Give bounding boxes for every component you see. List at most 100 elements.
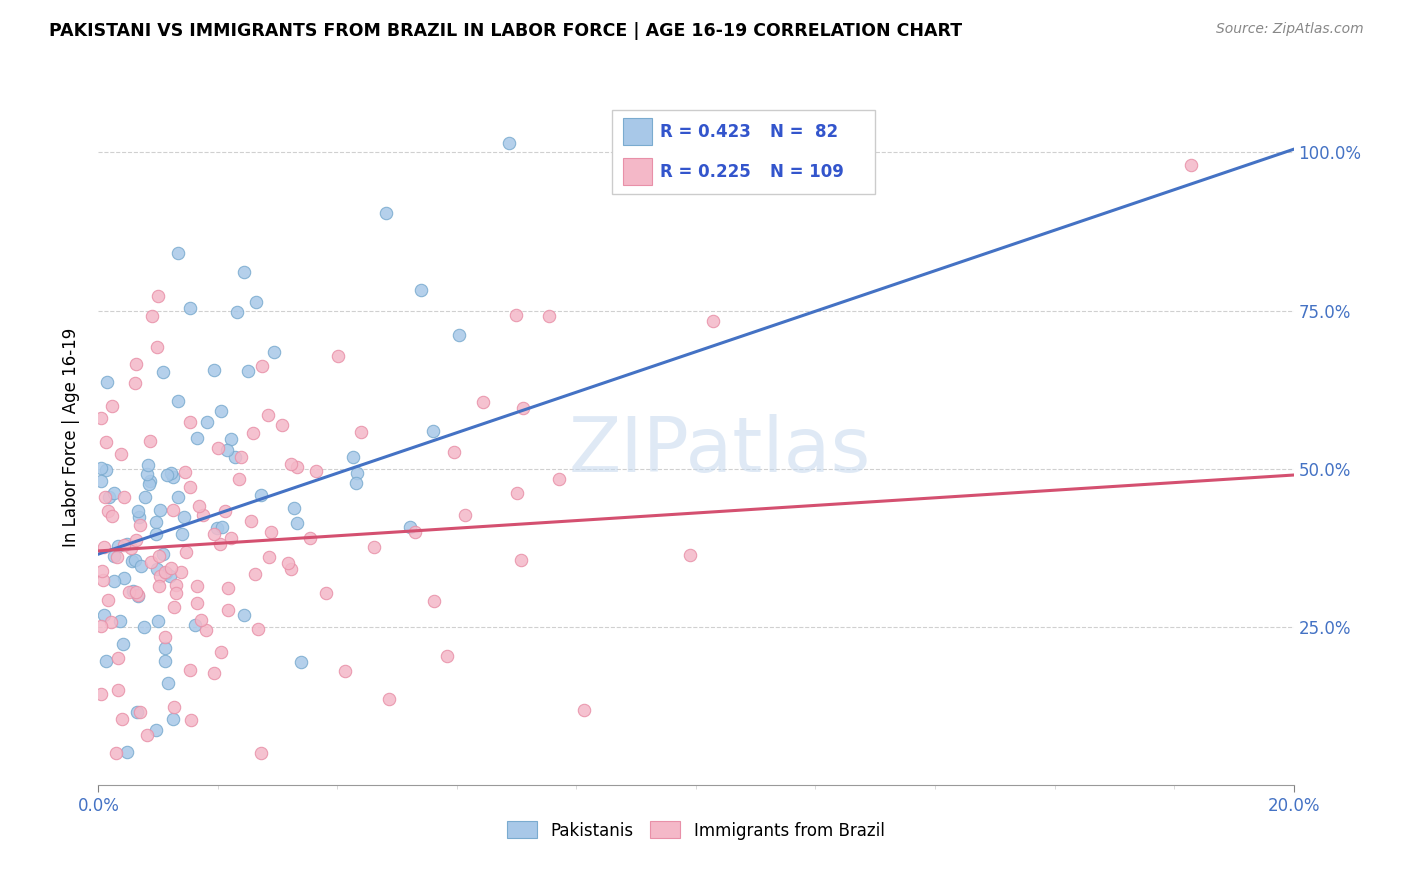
Point: [112, 571, 135, 585]
Point: [105, 550, 128, 565]
Point: [107, 682, 129, 697]
Point: [236, 364, 259, 378]
Point: [195, 415, 218, 429]
Point: [173, 510, 195, 524]
Point: [129, 559, 152, 574]
Point: [208, 537, 231, 551]
Point: [90, 474, 112, 488]
Point: [156, 468, 179, 483]
Point: [155, 630, 177, 644]
Point: [145, 516, 167, 530]
Point: [117, 745, 139, 759]
Point: [155, 565, 177, 579]
Point: [259, 525, 281, 540]
Point: [215, 443, 238, 458]
Point: [162, 469, 184, 483]
Point: [436, 649, 458, 664]
Point: [111, 712, 134, 726]
Point: [152, 547, 174, 561]
Point: [305, 464, 328, 478]
Point: [229, 450, 252, 465]
Point: [243, 566, 266, 581]
Point: [125, 585, 148, 599]
Point: [277, 556, 299, 570]
Point: [453, 508, 475, 523]
Point: [505, 309, 527, 323]
Point: [96, 463, 118, 477]
Point: [315, 586, 337, 600]
Point: [179, 415, 201, 429]
Point: [537, 310, 560, 324]
Point: [214, 504, 236, 518]
Point: [139, 555, 162, 569]
Legend: Pakistanis, Immigrants from Brazil: Pakistanis, Immigrants from Brazil: [501, 814, 891, 847]
Point: [399, 519, 422, 533]
Point: [139, 474, 162, 488]
Point: [211, 520, 233, 534]
Point: [127, 590, 149, 604]
Point: [148, 579, 170, 593]
Point: [270, 418, 292, 433]
Point: [124, 376, 146, 391]
Point: [167, 394, 190, 409]
Point: [188, 499, 211, 513]
Point: [160, 466, 183, 480]
Point: [472, 395, 495, 409]
Point: [202, 666, 225, 681]
Point: [186, 579, 208, 593]
Point: [186, 430, 208, 444]
Point: [97, 490, 120, 504]
Point: [173, 466, 195, 480]
Point: [103, 486, 125, 500]
Point: [139, 434, 162, 448]
Point: [207, 442, 229, 456]
Point: [159, 568, 181, 582]
Point: [93, 540, 115, 554]
Point: [132, 619, 155, 633]
Point: [167, 490, 190, 504]
Point: [350, 425, 373, 440]
Point: [107, 539, 129, 553]
Point: [97, 593, 120, 607]
Point: [162, 712, 184, 726]
Point: [165, 586, 187, 600]
Text: ZIPatlas: ZIPatlas: [568, 414, 872, 488]
Point: [299, 531, 322, 545]
Point: [257, 550, 280, 565]
Point: [250, 747, 273, 761]
Point: [148, 549, 170, 564]
Point: [224, 450, 246, 464]
Point: [112, 490, 135, 504]
Point: [333, 664, 356, 678]
Point: [108, 614, 131, 628]
Point: [115, 537, 138, 551]
Point: [256, 409, 278, 423]
Point: [170, 566, 193, 580]
Point: [153, 654, 176, 668]
Point: [93, 608, 115, 623]
Text: PAKISTANI VS IMMIGRANTS FROM BRAZIL IN LABOR FORCE | AGE 16-19 CORRELATION CHART: PAKISTANI VS IMMIGRANTS FROM BRAZIL IN L…: [49, 22, 962, 40]
Point: [209, 404, 232, 418]
Point: [186, 597, 208, 611]
Point: [129, 705, 152, 719]
Point: [443, 444, 465, 458]
Point: [157, 676, 180, 690]
Point: [110, 447, 132, 461]
Point: [422, 424, 444, 438]
Point: [179, 664, 201, 678]
Point: [232, 265, 254, 279]
Point: [179, 301, 201, 315]
Point: [94, 654, 117, 668]
Point: [228, 472, 250, 486]
Point: [548, 472, 571, 486]
Point: [375, 205, 398, 219]
Text: Source: ZipAtlas.com: Source: ZipAtlas.com: [1216, 22, 1364, 37]
Point: [136, 467, 159, 482]
Point: [346, 466, 368, 480]
Point: [290, 655, 312, 669]
Point: [174, 545, 197, 559]
Point: [283, 500, 305, 515]
Point: [170, 527, 193, 541]
Point: [120, 541, 142, 555]
Point: [112, 636, 135, 650]
